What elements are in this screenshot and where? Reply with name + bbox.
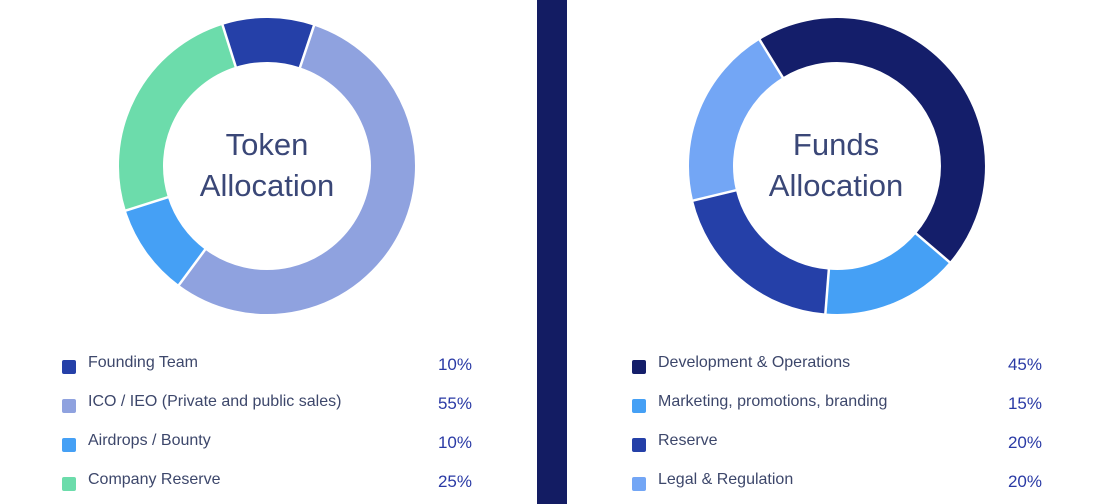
funds-chart-title: Funds Allocation xyxy=(736,124,936,206)
token-donut-slice-1 xyxy=(222,18,314,68)
legend-label: Legal & Regulation xyxy=(658,471,794,488)
token-allocation-panel: Token Allocation Founding Team 10% ICO /… xyxy=(0,0,537,504)
token-donut-chart xyxy=(119,18,415,314)
legend-swatch xyxy=(632,438,646,452)
funds-donut-slice-4 xyxy=(689,39,784,201)
legend-swatch xyxy=(632,360,646,374)
legend-row: Development & Operations 45% xyxy=(632,348,1052,387)
legend-label: Founding Team xyxy=(88,354,198,371)
panel-divider xyxy=(537,0,567,504)
funds-slice-separator xyxy=(758,38,785,79)
legend-value: 20% xyxy=(1007,433,1042,452)
token-slice-separator xyxy=(177,248,207,287)
funds-allocation-panel: Funds Allocation Development & Operation… xyxy=(567,0,1108,504)
legend-swatch xyxy=(632,477,646,491)
funds-slice-separator xyxy=(691,188,738,202)
token-donut-slice-2 xyxy=(178,25,415,314)
legend-value: 55% xyxy=(437,394,472,413)
legend-value: 15% xyxy=(1007,394,1042,413)
funds-donut-slice-3 xyxy=(693,189,830,314)
legend-label: Reserve xyxy=(658,432,718,449)
legend-label: Development & Operations xyxy=(658,354,851,371)
legend-label: Marketing, promotions, branding xyxy=(658,393,888,410)
token-slice-separator xyxy=(298,24,316,69)
legend-swatch xyxy=(62,360,76,374)
legend-value: 10% xyxy=(437,433,472,452)
token-chart-title: Token Allocation xyxy=(167,124,367,206)
legend-value: 45% xyxy=(1007,355,1042,374)
token-slice-separator xyxy=(220,23,238,69)
legend-label: Company Reserve xyxy=(88,471,221,488)
legend-value: 10% xyxy=(437,355,472,374)
legend-row: Legal & Regulation 20% xyxy=(632,465,1052,504)
token-donut-slice-3 xyxy=(125,196,206,285)
legend-row: Marketing, promotions, branding 15% xyxy=(632,387,1052,426)
legend-swatch xyxy=(62,438,76,452)
funds-title-line1: Funds xyxy=(792,127,880,162)
token-donut-slice-4 xyxy=(119,24,237,211)
legend-row: Reserve 20% xyxy=(632,426,1052,465)
funds-donut-slice-1 xyxy=(759,18,985,263)
legend-label: ICO / IEO (Private and public sales) xyxy=(88,393,342,410)
legend-swatch xyxy=(62,477,76,491)
legend-swatch xyxy=(632,399,646,413)
token-slice-separator xyxy=(124,195,170,213)
legend-row: ICO / IEO (Private and public sales) 55% xyxy=(62,387,482,426)
token-title-line2: Allocation xyxy=(199,168,335,203)
funds-slice-separator xyxy=(914,231,952,264)
token-legend: Founding Team 10% ICO / IEO (Private and… xyxy=(62,348,482,504)
legend-row: Founding Team 10% xyxy=(62,348,482,387)
token-title-line1: Token xyxy=(225,127,309,162)
legend-row: Airdrops / Bounty 10% xyxy=(62,426,482,465)
legend-value: 20% xyxy=(1007,472,1042,491)
legend-value: 25% xyxy=(437,472,472,491)
funds-legend: Development & Operations 45% Marketing, … xyxy=(632,348,1052,504)
legend-label: Airdrops / Bounty xyxy=(88,432,211,449)
funds-donut-slice-2 xyxy=(825,233,950,314)
legend-swatch xyxy=(62,399,76,413)
funds-donut-chart xyxy=(689,18,985,315)
funds-title-line2: Allocation xyxy=(768,168,904,203)
legend-row: Company Reserve 25% xyxy=(62,465,482,504)
funds-slice-separator xyxy=(824,268,831,315)
